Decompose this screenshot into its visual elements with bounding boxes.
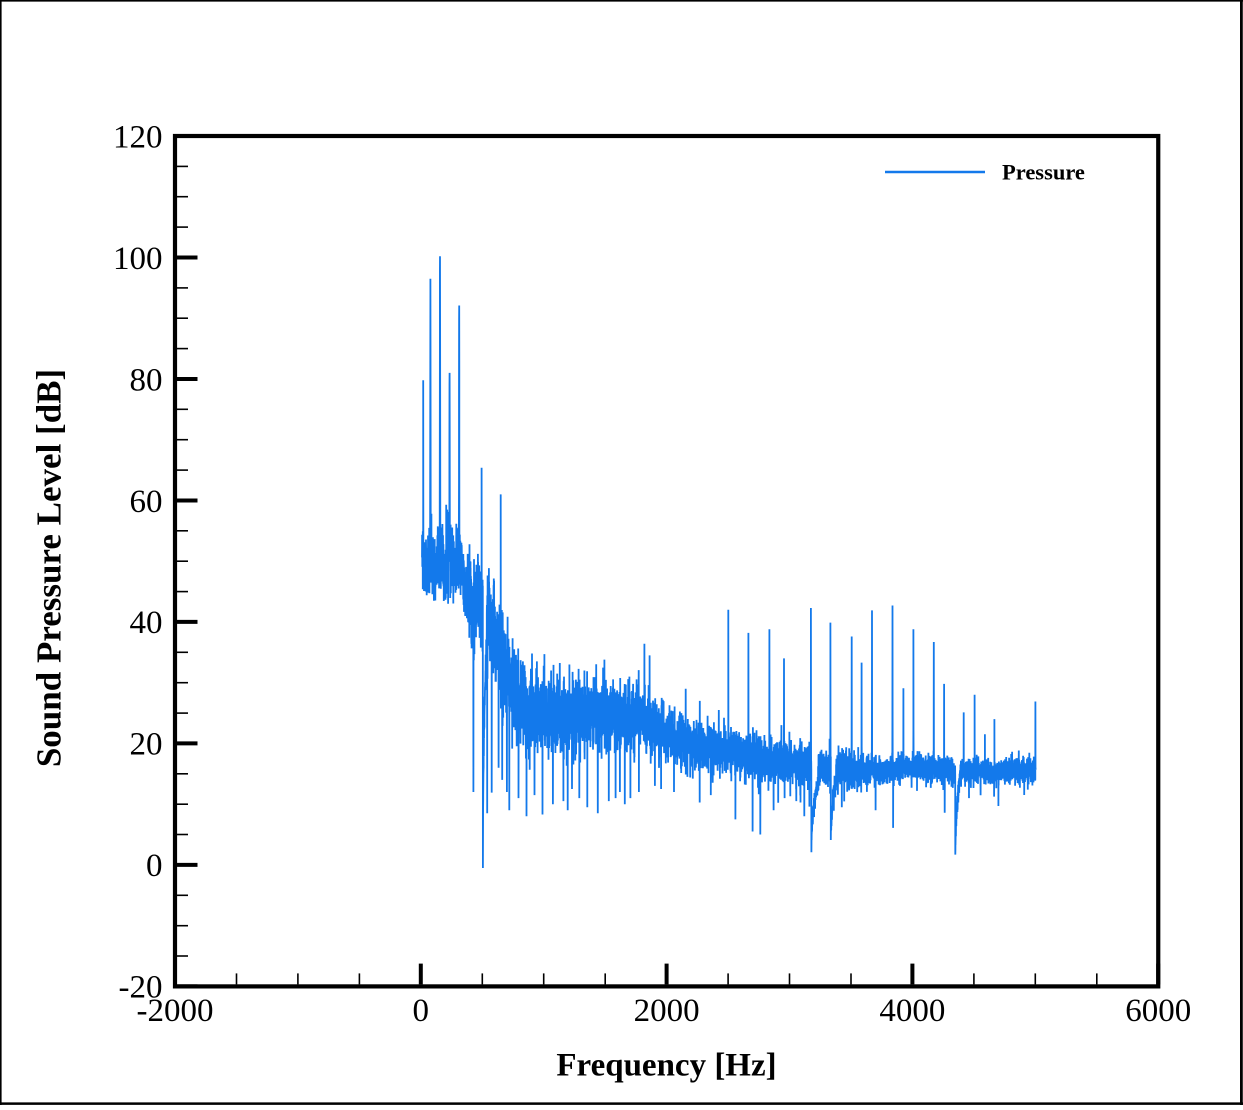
svg-text:40: 40 — [130, 605, 163, 641]
svg-text:0: 0 — [146, 848, 163, 884]
svg-text:2000: 2000 — [634, 993, 700, 1029]
svg-text:0: 0 — [413, 993, 430, 1029]
svg-text:-20: -20 — [119, 970, 163, 1006]
svg-text:4000: 4000 — [879, 993, 945, 1029]
svg-text:120: 120 — [113, 119, 163, 155]
svg-text:80: 80 — [130, 362, 163, 398]
svg-text:Frequency [Hz]: Frequency [Hz] — [556, 1047, 776, 1083]
svg-text:20: 20 — [130, 727, 163, 763]
svg-text:-2000: -2000 — [137, 993, 214, 1029]
svg-text:6000: 6000 — [1125, 993, 1191, 1029]
svg-text:Pressure: Pressure — [1002, 160, 1085, 185]
svg-text:60: 60 — [130, 484, 163, 520]
svg-text:100: 100 — [113, 241, 163, 277]
svg-text:Sound Pressure Level [dB]: Sound Pressure Level [dB] — [30, 369, 69, 767]
